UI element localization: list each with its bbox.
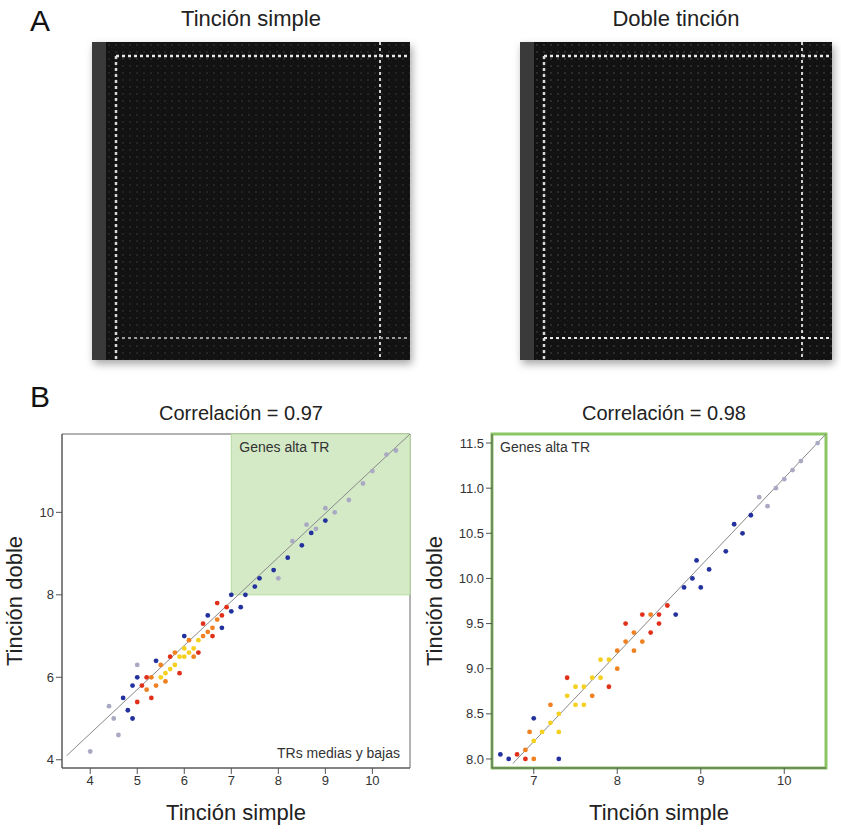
svg-text:10.0: 10.0 — [459, 571, 484, 586]
svg-text:10: 10 — [365, 773, 379, 788]
svg-text:8.5: 8.5 — [466, 706, 484, 721]
svg-text:Genes alta TR: Genes alta TR — [500, 439, 590, 455]
svg-text:6: 6 — [47, 670, 54, 685]
svg-text:4: 4 — [47, 752, 54, 767]
svg-text:8: 8 — [47, 587, 54, 602]
svg-text:TRs medias y bajas: TRs medias y bajas — [277, 745, 400, 761]
html-text:B: B — [30, 380, 50, 413]
svg-text:Tinción simple: Tinción simple — [589, 800, 729, 825]
html-text:A: A — [30, 4, 50, 37]
svg-text:9.0: 9.0 — [466, 661, 484, 676]
svg-text:8: 8 — [275, 773, 282, 788]
svg-text:10: 10 — [777, 773, 791, 788]
svg-text:10: 10 — [40, 505, 54, 520]
svg-text:8.0: 8.0 — [466, 752, 484, 767]
svg-text:7: 7 — [228, 773, 235, 788]
svg-text:5: 5 — [134, 773, 141, 788]
svg-text:8: 8 — [614, 773, 621, 788]
svg-text:6: 6 — [181, 773, 188, 788]
svg-text:Genes alta TR: Genes alta TR — [239, 439, 329, 455]
svg-text:11.5: 11.5 — [460, 436, 484, 451]
svg-text:10.5: 10.5 — [459, 526, 484, 541]
html-text:Correlación = 0.98: Correlación = 0.98 — [582, 402, 746, 424]
svg-text:Tinción doble: Tinción doble — [2, 536, 27, 666]
svg-text:11.0: 11.0 — [460, 481, 484, 496]
svg-text:9: 9 — [322, 773, 329, 788]
svg-text:4: 4 — [87, 773, 94, 788]
html-text:Correlación = 0.97: Correlación = 0.97 — [159, 402, 323, 424]
html-text:Doble tinción: Doble tinción — [612, 6, 740, 31]
svg-text:7: 7 — [530, 773, 537, 788]
svg-text:Tinción doble: Tinción doble — [422, 536, 447, 666]
svg-text:9: 9 — [697, 773, 704, 788]
html-text:Tinción simple: Tinción simple — [181, 6, 321, 31]
svg-text:9.5: 9.5 — [466, 616, 484, 631]
svg-text:Tinción simple: Tinción simple — [166, 800, 306, 825]
